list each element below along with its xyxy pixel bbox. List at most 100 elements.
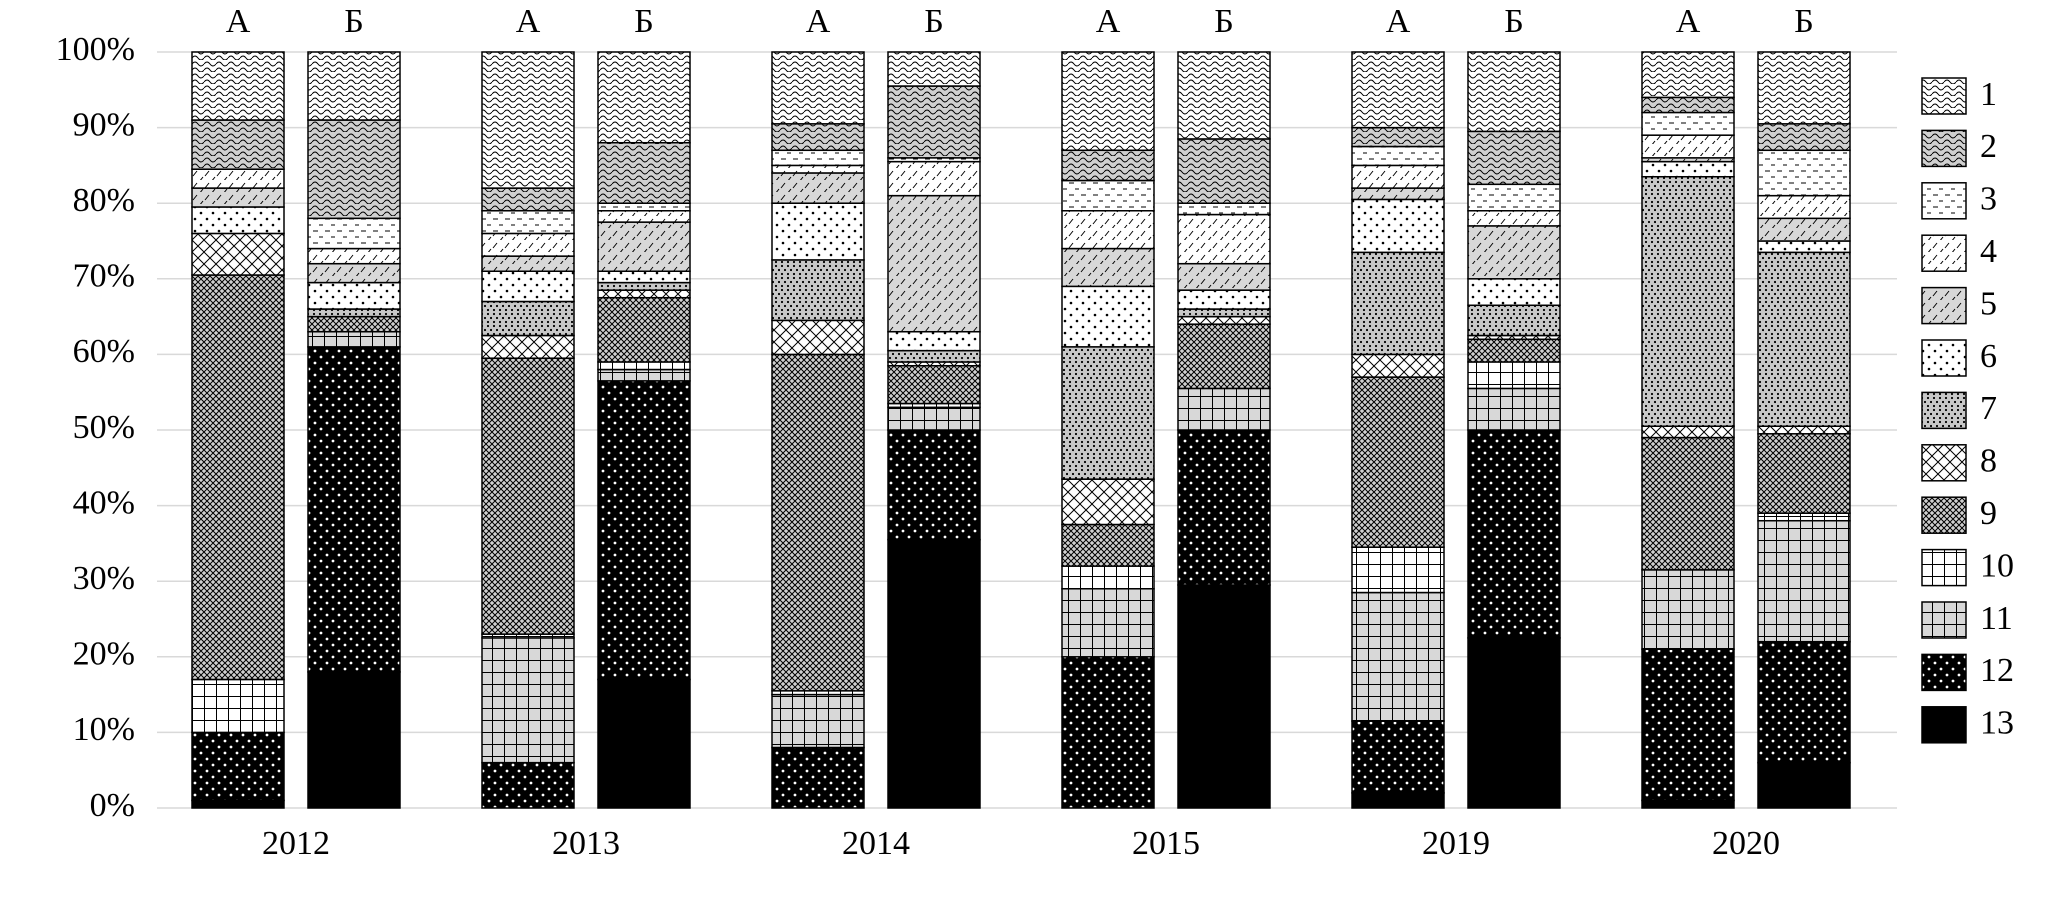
bar-segment: [771, 123, 865, 152]
bar-segment: [481, 187, 575, 212]
bar-segment: [307, 247, 401, 265]
bar-segment: [771, 746, 865, 809]
legend-label: 11: [1980, 600, 2013, 637]
bar-segment: [1177, 51, 1271, 140]
bar-segment: [1641, 436, 1735, 571]
bar-label: Б: [344, 3, 364, 40]
bar-segment: [481, 210, 575, 235]
bar-segment: [1641, 111, 1735, 136]
bar-segment: [1061, 588, 1155, 658]
bar-segment: [191, 168, 285, 189]
y-tick-label: 100%: [56, 31, 135, 68]
bar-segment: [1467, 130, 1561, 186]
y-tick-label: 0%: [90, 787, 135, 824]
y-tick-label: 50%: [73, 409, 135, 446]
bar-segment: [1467, 278, 1561, 307]
bar-segment: [191, 119, 285, 170]
bar-segment: [191, 799, 285, 809]
y-tick-label: 70%: [73, 258, 135, 295]
bar-segment: [597, 678, 691, 809]
bar-segment: [771, 259, 865, 322]
bar-segment: [191, 232, 285, 276]
bar-label: А: [1096, 3, 1121, 40]
bar-segment: [481, 51, 575, 189]
bar-label: А: [806, 3, 831, 40]
bar-segment: [1641, 569, 1735, 650]
legend-swatch: [1921, 601, 1967, 639]
bar-segment: [1641, 134, 1735, 159]
legend-swatch: [1921, 286, 1967, 325]
bar-segment: [481, 761, 575, 809]
legend-swatch: [1921, 391, 1967, 430]
bar-segment: [307, 671, 401, 809]
y-tick-label: 20%: [73, 636, 135, 673]
bar-segment: [191, 51, 285, 121]
bar-segment: [307, 281, 401, 310]
bar-segment: [1467, 387, 1561, 431]
y-tick-label: 80%: [73, 182, 135, 219]
y-tick-label: 90%: [73, 106, 135, 143]
bar-segment: [1061, 478, 1155, 526]
x-group-label: 2015: [1132, 825, 1200, 862]
legend-label: 3: [1980, 181, 1997, 218]
bar-segment: [1061, 149, 1155, 182]
x-group-label: 2012: [262, 825, 330, 862]
bar-segment: [771, 202, 865, 261]
legend-swatch: [1921, 77, 1967, 115]
bar-segment: [887, 364, 981, 405]
y-tick-label: 10%: [73, 711, 135, 748]
bar-segment: [1757, 51, 1851, 125]
legend-label: 13: [1980, 705, 2014, 742]
bar-segment: [1061, 285, 1155, 348]
bar-segment: [597, 281, 691, 291]
bar-segment: [1641, 96, 1735, 114]
bar-segment: [1757, 425, 1851, 435]
bar-segment: [1467, 183, 1561, 212]
bar-segment: [771, 51, 865, 125]
legend-swatch: [1921, 548, 1967, 587]
legend-swatch: [1921, 182, 1967, 220]
bar-segment: [307, 262, 401, 284]
bar-segment: [1061, 179, 1155, 212]
legend-label: 12: [1980, 652, 2014, 689]
legend-label: 9: [1980, 495, 1997, 532]
bar-segment: [597, 361, 691, 371]
bar-segment: [1351, 198, 1445, 254]
y-tick-label: 30%: [73, 560, 135, 597]
bar-segment: [1177, 315, 1271, 325]
bar-segment: [1351, 546, 1445, 594]
legend-swatch: [1921, 444, 1967, 482]
bar-segment: [887, 406, 981, 431]
bar-segment: [191, 187, 285, 208]
bar-segment: [481, 232, 575, 257]
bar-segment: [1177, 202, 1271, 216]
legend-label: 7: [1980, 390, 1997, 427]
bar-label: Б: [634, 3, 654, 40]
bar-segment: [1641, 425, 1735, 439]
bar-segment: [1351, 126, 1445, 148]
y-tick-label: 40%: [73, 484, 135, 521]
bar-segment: [887, 330, 981, 352]
bar-segment: [1467, 361, 1561, 390]
bar-segment: [771, 149, 865, 167]
bar-segment: [887, 429, 981, 541]
bar-segment: [1177, 289, 1271, 310]
bar-segment: [597, 289, 691, 299]
bar-segment: [1177, 262, 1271, 291]
bar-segment: [771, 353, 865, 692]
bar-segment: [771, 693, 865, 749]
bar-segment: [1177, 213, 1271, 265]
bar-segment: [1177, 584, 1271, 809]
legend-label: 10: [1980, 547, 2014, 584]
bar-segment: [1177, 429, 1271, 586]
bar-segment: [771, 172, 865, 204]
bar-segment: [1351, 145, 1445, 167]
bar-segment: [481, 334, 575, 359]
bar-segment: [887, 349, 981, 363]
bar-segment: [1467, 637, 1561, 809]
bar-segment: [481, 255, 575, 272]
bar-segment: [1757, 149, 1851, 197]
bar-segment: [597, 296, 691, 363]
bar-segment: [191, 206, 285, 235]
